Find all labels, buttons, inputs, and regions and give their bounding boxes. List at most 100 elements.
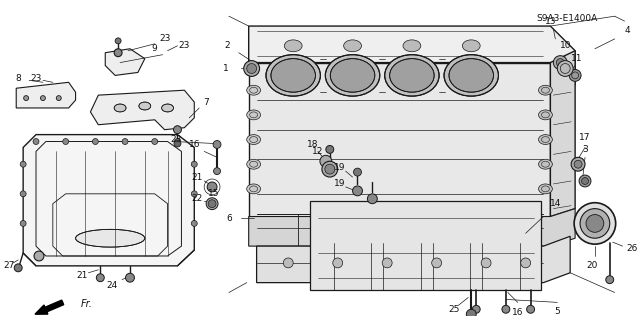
Circle shape (33, 138, 39, 145)
Circle shape (246, 63, 257, 73)
Text: 12: 12 (312, 147, 324, 156)
Circle shape (333, 258, 342, 268)
Circle shape (481, 258, 491, 268)
Polygon shape (23, 135, 195, 266)
Circle shape (353, 186, 362, 196)
Polygon shape (90, 90, 195, 130)
Circle shape (92, 138, 99, 145)
Circle shape (20, 161, 26, 167)
Text: 16: 16 (512, 308, 524, 317)
Text: 16: 16 (189, 140, 200, 149)
Circle shape (97, 274, 104, 282)
Circle shape (571, 157, 585, 171)
Circle shape (174, 140, 181, 147)
Text: 9: 9 (152, 44, 157, 53)
Circle shape (382, 258, 392, 268)
Ellipse shape (76, 229, 145, 247)
Polygon shape (16, 82, 76, 108)
Circle shape (40, 96, 45, 100)
Circle shape (214, 168, 221, 174)
Text: 10: 10 (559, 41, 571, 50)
Text: 6: 6 (226, 214, 232, 223)
Text: 20: 20 (586, 261, 598, 271)
Ellipse shape (284, 40, 302, 52)
Ellipse shape (449, 59, 493, 92)
Circle shape (213, 141, 221, 148)
Circle shape (122, 138, 128, 145)
Circle shape (502, 305, 510, 313)
Circle shape (125, 273, 134, 282)
Ellipse shape (557, 61, 573, 76)
Polygon shape (550, 51, 575, 217)
Circle shape (556, 59, 564, 67)
Text: 19: 19 (334, 163, 346, 172)
Text: 8: 8 (15, 74, 21, 83)
Text: 21: 21 (77, 271, 88, 280)
Circle shape (20, 220, 26, 226)
Text: Fr.: Fr. (81, 299, 92, 309)
Text: 23: 23 (159, 34, 170, 43)
Ellipse shape (385, 55, 439, 96)
Circle shape (20, 191, 26, 197)
Circle shape (527, 305, 534, 313)
Circle shape (467, 309, 476, 319)
Ellipse shape (246, 110, 260, 120)
Circle shape (173, 126, 181, 134)
Circle shape (554, 56, 567, 70)
Ellipse shape (114, 104, 126, 112)
FancyArrow shape (35, 300, 64, 314)
Text: 15: 15 (208, 189, 220, 198)
Ellipse shape (538, 85, 552, 95)
Text: 26: 26 (627, 244, 638, 253)
Ellipse shape (462, 40, 480, 52)
Ellipse shape (246, 135, 260, 145)
Circle shape (472, 305, 480, 313)
Ellipse shape (246, 85, 260, 95)
Ellipse shape (325, 55, 380, 96)
Circle shape (579, 175, 591, 187)
Ellipse shape (139, 102, 151, 110)
Circle shape (14, 264, 22, 272)
Text: 24: 24 (106, 281, 118, 290)
Text: 21: 21 (191, 173, 203, 182)
Ellipse shape (271, 59, 316, 92)
Ellipse shape (444, 55, 499, 96)
Circle shape (353, 168, 362, 176)
Circle shape (574, 160, 582, 168)
Text: 17: 17 (579, 133, 591, 142)
Circle shape (208, 200, 216, 208)
Polygon shape (105, 49, 145, 75)
Circle shape (191, 161, 197, 167)
Polygon shape (257, 236, 570, 283)
Text: 18: 18 (307, 140, 319, 149)
Ellipse shape (574, 203, 616, 244)
Circle shape (569, 70, 581, 81)
Ellipse shape (538, 110, 552, 120)
Circle shape (63, 138, 68, 145)
Circle shape (56, 96, 61, 100)
Circle shape (207, 182, 217, 192)
Circle shape (191, 220, 197, 226)
Polygon shape (249, 26, 575, 85)
Circle shape (320, 155, 332, 167)
Ellipse shape (580, 209, 610, 238)
Ellipse shape (403, 40, 421, 52)
Text: 1: 1 (223, 64, 229, 73)
Text: 5: 5 (554, 307, 560, 316)
Text: 2: 2 (224, 41, 230, 50)
Circle shape (24, 96, 29, 100)
Text: 19: 19 (334, 180, 346, 189)
Text: 23: 23 (179, 41, 190, 50)
Text: 23: 23 (30, 74, 42, 83)
Ellipse shape (344, 40, 362, 52)
Circle shape (115, 38, 121, 44)
Polygon shape (310, 201, 541, 290)
Text: 7: 7 (204, 98, 209, 107)
Text: 25: 25 (449, 305, 460, 314)
Circle shape (325, 164, 335, 174)
Circle shape (114, 49, 122, 57)
Circle shape (191, 191, 197, 197)
Text: 14: 14 (550, 199, 561, 208)
Circle shape (606, 276, 614, 284)
Text: S9A3-E1400A: S9A3-E1400A (536, 14, 598, 23)
